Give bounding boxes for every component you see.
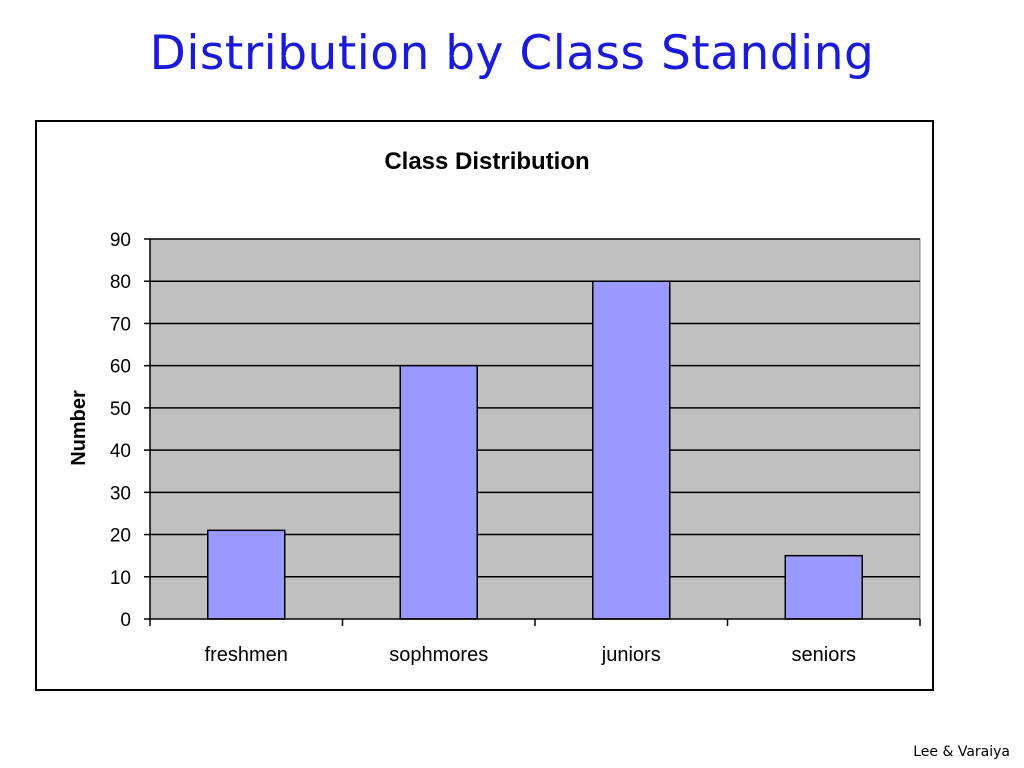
x-tick-label: freshmen xyxy=(205,644,288,666)
y-tick-label: 0 xyxy=(120,610,131,631)
slide-title: Distribution by Class Standing xyxy=(149,26,875,81)
bar-chart: Class Distribution Number 0 10 20 30 40 50 60 7… xyxy=(68,148,921,666)
x-tick-label: sophmores xyxy=(389,644,488,666)
credit-text: Lee & Varaiya xyxy=(913,744,1010,760)
chart-title: Class Distribution xyxy=(384,148,589,175)
bar-seniors xyxy=(784,554,863,620)
y-tick-label: 40 xyxy=(110,441,131,462)
bar-freshmen xyxy=(207,529,286,620)
bar-juniors xyxy=(592,280,671,620)
y-axis-label: Number xyxy=(68,390,90,466)
chart-frame: Class Distribution Number 0 10 20 30 40 50 60 7… xyxy=(35,120,934,691)
y-tick-label: 10 xyxy=(110,568,131,589)
y-tick-label: 80 xyxy=(110,272,131,293)
y-tick-label: 70 xyxy=(110,314,131,335)
bar-sophmores xyxy=(399,364,478,620)
x-tick-label: seniors xyxy=(792,644,856,666)
y-tick-label: 30 xyxy=(110,483,131,504)
x-tick-label: juniors xyxy=(601,644,661,666)
y-tick-label: 60 xyxy=(110,357,131,378)
y-tick-label: 50 xyxy=(110,399,131,420)
y-tick-label: 20 xyxy=(110,526,131,547)
y-tick-label: 90 xyxy=(110,230,131,251)
